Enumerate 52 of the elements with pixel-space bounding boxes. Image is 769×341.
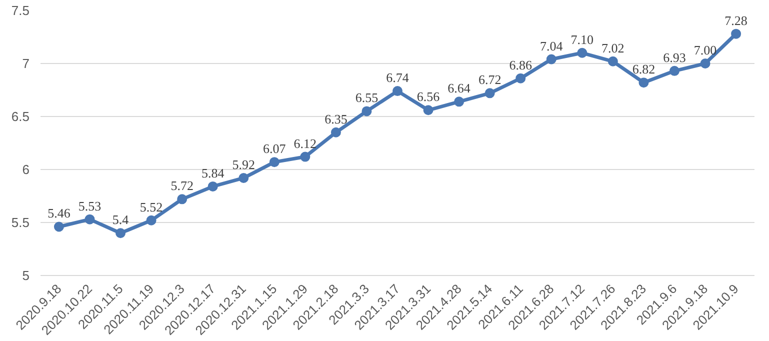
data-label: 6.35 <box>324 111 348 126</box>
y-tick-label: 5.5 <box>11 215 30 230</box>
data-label: 6.64 <box>448 80 471 96</box>
data-label: 5.72 <box>170 178 194 194</box>
point <box>238 172 249 183</box>
data-label: 6.12 <box>294 136 317 151</box>
point <box>84 214 95 224</box>
point <box>454 96 464 107</box>
y-tick-label: 6 <box>22 162 30 177</box>
y-tick-label: 7.5 <box>11 3 30 18</box>
data-label: 6.82 <box>632 62 656 77</box>
data-label: 6.07 <box>263 141 286 156</box>
data-label: 5.4 <box>112 212 130 228</box>
point <box>638 78 649 88</box>
data-label: 6.74 <box>386 70 410 86</box>
data-label: 7.04 <box>540 38 564 54</box>
data-label: 5.52 <box>140 199 163 214</box>
data-label: 6.55 <box>355 90 378 106</box>
data-label: 6.93 <box>663 50 686 65</box>
data-label: 5.92 <box>232 156 255 172</box>
data-label: 6.86 <box>509 57 532 72</box>
point <box>546 54 556 64</box>
point <box>146 215 156 226</box>
data-label: 6.72 <box>478 72 502 88</box>
point <box>423 105 434 116</box>
point <box>669 66 680 76</box>
point <box>608 56 618 66</box>
y-tick-label: 5 <box>22 268 30 283</box>
point <box>700 58 710 68</box>
point <box>300 152 310 162</box>
data-label: 5.84 <box>201 165 225 180</box>
point <box>484 88 495 98</box>
point <box>392 86 402 96</box>
point <box>362 106 372 116</box>
data-label: 6.56 <box>416 89 440 104</box>
data-label: 5.46 <box>48 206 71 221</box>
point <box>577 48 588 58</box>
data-label: 7.28 <box>724 12 748 28</box>
point <box>731 28 742 39</box>
data-label: 7.02 <box>602 40 624 56</box>
point <box>330 127 341 138</box>
y-tick-label: 7 <box>22 56 30 71</box>
data-label: 5.53 <box>78 198 102 214</box>
point <box>208 181 218 192</box>
point <box>116 228 126 238</box>
data-label: 7.00 <box>694 42 717 58</box>
point <box>516 73 526 84</box>
y-tick-label: 6.5 <box>11 109 30 124</box>
data-label: 7.10 <box>570 32 594 47</box>
point <box>269 157 280 168</box>
point <box>177 194 188 204</box>
point <box>54 222 64 232</box>
